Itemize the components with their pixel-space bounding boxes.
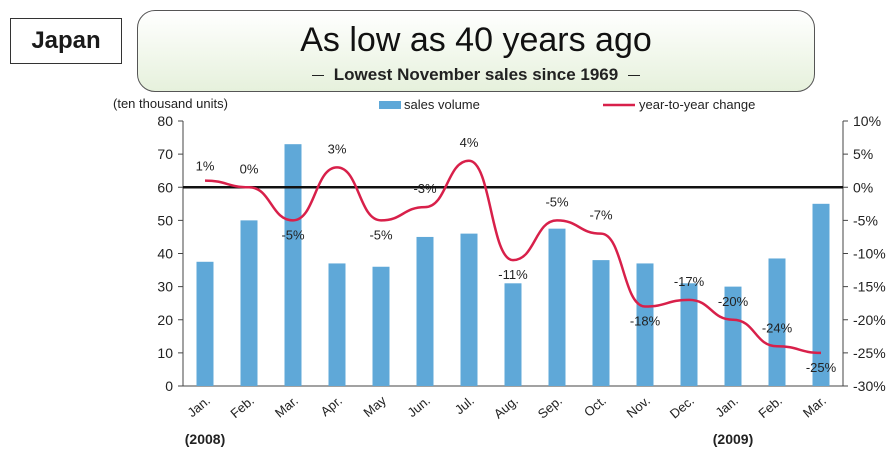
sales-volume-bar bbox=[768, 258, 786, 386]
sales-volume-bar bbox=[460, 233, 478, 386]
sales-volume-bar bbox=[812, 203, 830, 386]
change-data-label: -3% bbox=[413, 181, 437, 196]
x-tick-label: Jun. bbox=[404, 393, 432, 420]
left-tick-label: 20 bbox=[157, 312, 173, 328]
chart-title: As low as 40 years ago bbox=[300, 21, 652, 59]
bars bbox=[196, 144, 830, 386]
x-tick-label: May bbox=[360, 392, 389, 420]
change-data-label: -24% bbox=[762, 320, 793, 335]
x-tick-label: Mar. bbox=[800, 393, 829, 421]
change-data-label: -5% bbox=[281, 227, 305, 242]
sales-volume-bar bbox=[416, 236, 434, 386]
change-data-label: -5% bbox=[369, 227, 393, 242]
left-tick-label: 50 bbox=[157, 212, 173, 228]
right-tick-label: 10% bbox=[853, 113, 881, 129]
x-tick-label: Sep. bbox=[535, 393, 565, 422]
sales-volume-bar bbox=[504, 283, 522, 386]
left-tick-label: 0 bbox=[165, 378, 173, 394]
sales-volume-bar bbox=[328, 263, 346, 386]
change-data-label: 4% bbox=[460, 135, 479, 150]
sales-volume-bar bbox=[548, 228, 566, 386]
right-tick-label: -20% bbox=[853, 312, 886, 328]
x-tick-label: Apr. bbox=[318, 393, 345, 419]
left-tick-label: 10 bbox=[157, 345, 173, 361]
change-data-label: -25% bbox=[806, 360, 837, 375]
sales-volume-bar bbox=[724, 286, 742, 386]
sales-volume-bar bbox=[372, 266, 390, 386]
year-to-year-line bbox=[204, 159, 822, 355]
right-tick-label: 5% bbox=[853, 146, 873, 162]
left-tick-label: 60 bbox=[157, 179, 173, 195]
chart-subtitle: Lowest November sales since 1969 bbox=[333, 65, 619, 84]
change-data-label: 0% bbox=[240, 161, 259, 176]
right-tick-label: 0% bbox=[853, 179, 873, 195]
change-data-label: -20% bbox=[718, 294, 749, 309]
legend-bar-swatch bbox=[379, 101, 401, 109]
year-labels: (2008) (2009) bbox=[185, 431, 753, 447]
change-data-label: 3% bbox=[328, 141, 347, 156]
left-tick-label: 30 bbox=[157, 279, 173, 295]
legend-bar-label: sales volume bbox=[404, 97, 480, 112]
legend-line-label: year-to-year change bbox=[639, 97, 755, 112]
x-tick-label: Feb. bbox=[755, 393, 785, 421]
change-data-label: -17% bbox=[674, 274, 705, 289]
chart-subtitle-row: Lowest November sales since 1969 bbox=[138, 65, 814, 85]
x-tick-label: Feb. bbox=[227, 393, 257, 421]
year-label: (2009) bbox=[713, 431, 753, 447]
x-tick-label: Mar. bbox=[272, 393, 301, 421]
sales-volume-bar bbox=[240, 220, 258, 386]
x-tick-label: Nov. bbox=[624, 393, 653, 421]
title-panel: As low as 40 years ago Lowest November s… bbox=[137, 10, 815, 92]
line-series: 1% 0%-5%3%-5%-3%4%-11%-5%-7%-18%-17%-20%-… bbox=[196, 135, 837, 375]
left-axis-ticks: 0 10 20 30 40 50 60 70 80 bbox=[157, 113, 183, 394]
unit-label: (ten thousand units) bbox=[113, 96, 228, 111]
sales-volume-bar bbox=[680, 283, 698, 386]
change-data-label: -5% bbox=[545, 194, 569, 209]
right-tick-label: -15% bbox=[853, 279, 886, 295]
change-data-label: -18% bbox=[630, 314, 661, 329]
change-data-label: 1% bbox=[196, 159, 215, 174]
country-label: Japan bbox=[10, 18, 122, 64]
change-data-label: -7% bbox=[589, 208, 613, 223]
sales-volume-bar bbox=[284, 144, 302, 386]
x-tick-label: Jan. bbox=[712, 393, 740, 420]
x-tick-label: Dec. bbox=[667, 393, 697, 422]
x-tick-label: Jul. bbox=[452, 393, 477, 417]
x-tick-label: Aug. bbox=[491, 393, 521, 422]
right-axis-ticks: 10% 5% 0% -5% -10% -15% -20% -25% -30% bbox=[843, 113, 886, 394]
left-tick-label: 70 bbox=[157, 146, 173, 162]
right-tick-label: -30% bbox=[853, 378, 886, 394]
x-tick-label: Jan. bbox=[184, 393, 212, 420]
left-tick-label: 40 bbox=[157, 246, 173, 262]
sales-volume-bar bbox=[636, 263, 654, 386]
year-label: (2008) bbox=[185, 431, 225, 447]
x-axis-ticks: Jan. Feb. Mar. Apr. May Jun. Jul. Aug. Sep. Oct. N… bbox=[184, 392, 828, 421]
change-data-label: -11% bbox=[498, 267, 528, 282]
sales-volume-bar bbox=[196, 261, 214, 386]
right-tick-label: -25% bbox=[853, 345, 886, 361]
sales-volume-bar bbox=[592, 260, 610, 386]
right-tick-label: -10% bbox=[853, 246, 886, 262]
x-tick-label: Oct. bbox=[581, 393, 609, 420]
right-tick-label: -5% bbox=[853, 212, 878, 228]
legend: sales volume year-to-year change bbox=[379, 97, 755, 112]
left-tick-label: 80 bbox=[157, 113, 173, 129]
